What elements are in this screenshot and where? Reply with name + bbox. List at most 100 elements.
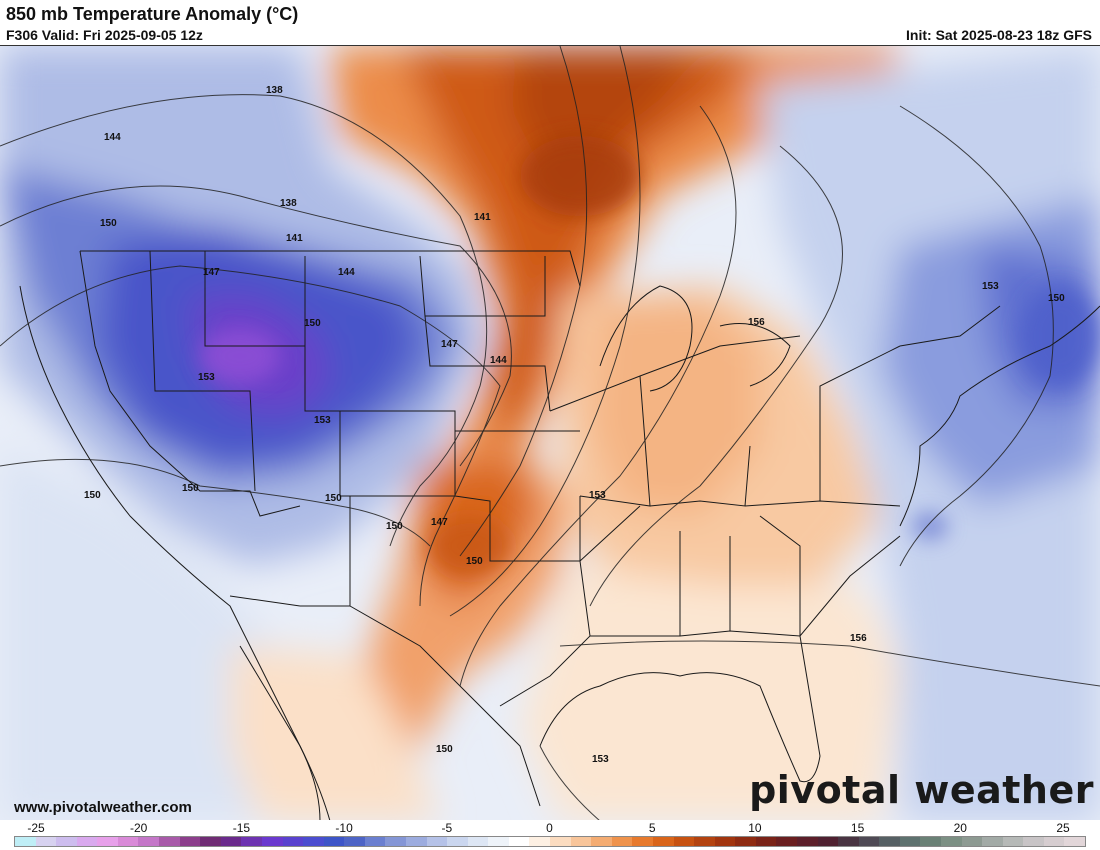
colorbar-cell — [282, 837, 304, 846]
contour-label: 147 — [441, 339, 458, 350]
state-boundaries — [19, 250, 1100, 821]
contour-label: 153 — [198, 372, 215, 383]
contour-label: 150 — [466, 556, 483, 567]
legend-tick-label: -25 — [27, 821, 45, 835]
legend-tick-label: -15 — [232, 821, 251, 835]
contour-label: 144 — [104, 132, 121, 143]
legend-tick-label: -20 — [130, 821, 148, 835]
colorbar-cell — [35, 837, 57, 846]
colorbar-cell — [941, 837, 962, 846]
colorbar-cell — [817, 837, 839, 846]
contour-label: 150 — [386, 521, 403, 532]
colorbar-cell — [447, 837, 468, 846]
colorbar-cell — [364, 837, 386, 846]
anomaly-field: 138 144 150 138 141 147 144 150 153 153 … — [0, 46, 1100, 821]
contour-label: 150 — [1048, 293, 1065, 304]
contour-label: 153 — [314, 415, 331, 426]
contour-label: 141 — [474, 212, 491, 223]
colorbar-cell — [117, 837, 139, 846]
colorbar-cell — [220, 837, 242, 846]
map-header: 850 mb Temperature Anomaly (°C) F306 Val… — [0, 0, 1100, 45]
contour-label: 153 — [982, 281, 999, 292]
colorbar-cell — [261, 837, 283, 846]
colorbar-cell — [838, 837, 859, 846]
colorbar-cell — [200, 837, 221, 846]
contour-label: 150 — [182, 483, 199, 494]
contour-label: 141 — [286, 233, 303, 244]
colorbar-cell — [241, 837, 262, 846]
contour-label: 150 — [84, 490, 101, 501]
colorbar-cell — [159, 837, 180, 846]
colorbar-cell — [56, 837, 77, 846]
colorbar-cell — [1002, 837, 1024, 846]
map-title: 850 mb Temperature Anomaly (°C) — [6, 4, 299, 24]
contour-label: 150 — [100, 218, 117, 229]
legend-tick-label: -5 — [441, 821, 453, 835]
contour-label: 144 — [338, 267, 355, 278]
colorbar-cell — [467, 837, 489, 846]
contour-label: 138 — [266, 85, 283, 96]
weather-map[interactable]: 138 144 150 138 141 147 144 150 153 153 … — [0, 45, 1100, 821]
website-url: www.pivotalweather.com — [14, 799, 192, 816]
colorbar-cell — [405, 837, 427, 846]
colorbar-cell — [508, 837, 530, 846]
colorbar-cell — [76, 837, 98, 846]
colorbar — [14, 836, 1086, 847]
colorbar-cell — [611, 837, 633, 846]
legend-tick-label: 5 — [648, 821, 656, 835]
colorbar-cell — [714, 837, 736, 846]
colorbar-cell — [694, 837, 715, 846]
colorbar-cell — [385, 837, 406, 846]
legend-tick-label: 0 — [546, 821, 553, 835]
colorbar-cell — [961, 837, 983, 846]
colorbar-cell — [858, 837, 880, 846]
contour-labels: 138 144 150 138 141 147 144 150 153 153 … — [84, 85, 1065, 765]
contour-label: 156 — [850, 633, 867, 644]
colorbar-cell — [796, 837, 818, 846]
legend-tick-label: 10 — [748, 821, 762, 835]
color-legend: -25 -20 -15 -10 -5 0 5 10 15 20 25 — [0, 820, 1100, 850]
contour-label: 147 — [203, 267, 220, 278]
init-time: Init: Sat 2025-08-23 18z GFS — [906, 27, 1092, 43]
colorbar-cell — [550, 837, 571, 846]
colorbar-cell — [1064, 837, 1086, 846]
contour-label: 156 — [748, 317, 765, 328]
colorbar-cell — [488, 837, 509, 846]
colorbar-cell — [323, 837, 345, 846]
colorbar-cell — [570, 837, 592, 846]
contour-label: 153 — [589, 490, 606, 501]
contour-label: 150 — [325, 493, 342, 504]
colorbar-cell — [652, 837, 674, 846]
valid-time: F306 Valid: Fri 2025-09-05 12z — [6, 27, 203, 43]
colorbar-cell — [179, 837, 201, 846]
colorbar-cell — [529, 837, 551, 846]
contour-label: 150 — [304, 318, 321, 329]
contour-label: 153 — [592, 754, 609, 765]
contour-label: 138 — [280, 198, 297, 209]
contour-label: 147 — [431, 517, 448, 528]
colorbar-cell — [899, 837, 921, 846]
colorbar-cell — [879, 837, 900, 846]
colorbar-cell — [1023, 837, 1044, 846]
contour-label: 144 — [490, 355, 507, 366]
colorbar-cell — [344, 837, 365, 846]
colorbar-cell — [982, 837, 1003, 846]
colorbar-cell — [632, 837, 653, 846]
colorbar-cell — [15, 837, 36, 846]
colorbar-cell — [426, 837, 448, 846]
brand-logo: pivotal weather — [749, 768, 1094, 812]
height-contours — [0, 46, 1100, 821]
colorbar-cell — [591, 837, 612, 846]
colorbar-cell — [755, 837, 777, 846]
colorbar-cell — [735, 837, 756, 846]
legend-tick-label: -10 — [335, 821, 353, 835]
colorbar-cell — [920, 837, 942, 846]
legend-tick-label: 25 — [1056, 821, 1070, 835]
colorbar-cell — [1043, 837, 1065, 846]
legend-tick-label: 20 — [953, 821, 967, 835]
legend-tick-label: 15 — [850, 821, 865, 835]
colorbar-cell — [776, 837, 797, 846]
contour-label: 150 — [436, 744, 453, 755]
colorbar-cell — [673, 837, 695, 846]
colorbar-cell — [97, 837, 118, 846]
